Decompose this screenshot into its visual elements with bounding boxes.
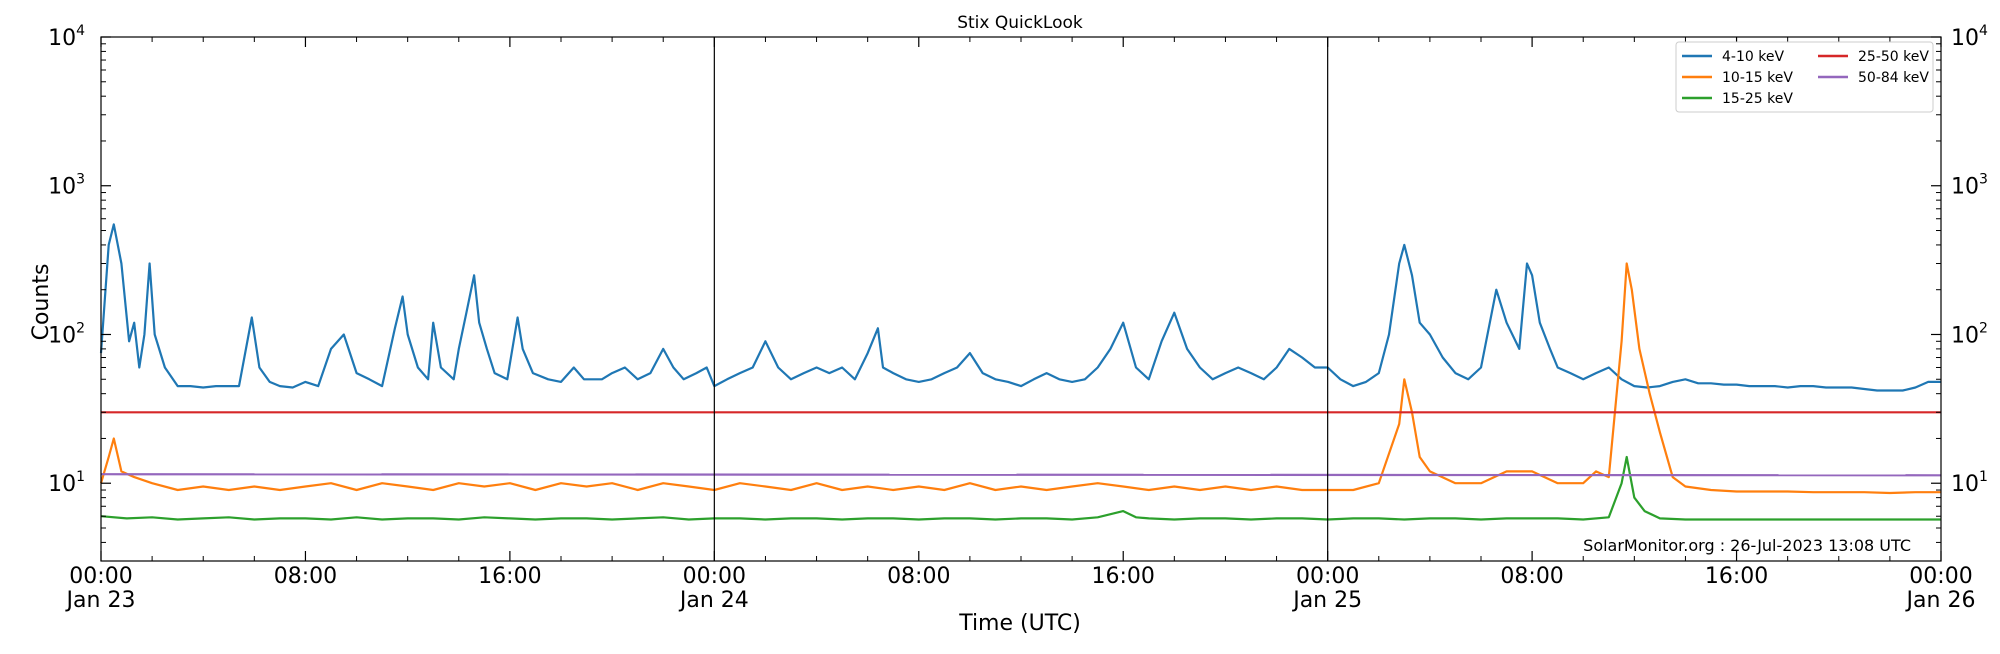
x-tick-date-6: Jan 25 [1291, 588, 1362, 613]
y-axis-label: Counts [29, 264, 54, 341]
legend-label-2: 15-25 keV [1722, 91, 1793, 107]
chart-title: Stix QuickLook [957, 13, 1083, 33]
legend-label-0: 4-10 keV [1722, 49, 1784, 65]
legend-label-4: 50-84 keV [1858, 70, 1929, 86]
x-tick-label-0: 00:00 [69, 564, 132, 589]
y-tick-label-right-3: 104 [1951, 23, 1988, 51]
x-tick-label-4: 08:00 [887, 564, 950, 589]
x-tick-label-8: 16:00 [1705, 564, 1768, 589]
y-tick-label-right-2: 103 [1951, 172, 1988, 200]
x-tick-label-2: 16:00 [478, 564, 541, 589]
y-tick-label-left-2: 103 [48, 172, 85, 200]
x-tick-label-5: 16:00 [1092, 564, 1155, 589]
legend-label-1: 10-15 keV [1722, 70, 1793, 86]
x-tick-label-7: 08:00 [1500, 564, 1563, 589]
x-tick-label-9: 00:00 [1909, 564, 1972, 589]
y-tick-label-left-0: 101 [48, 469, 85, 497]
legend-label-3: 25-50 keV [1858, 49, 1929, 65]
y-tick-label-right-0: 101 [1951, 469, 1988, 497]
x-axis-label: Time (UTC) [958, 611, 1081, 636]
series-line-1 [99, 262, 1941, 495]
y-tick-label-left-3: 104 [48, 23, 85, 51]
x-tick-date-9: Jan 26 [1905, 588, 1976, 613]
x-tick-date-0: Jan 23 [65, 588, 136, 613]
y-tick-label-right-1: 102 [1951, 320, 1988, 348]
series-line-4 [100, 473, 1942, 477]
legend: 4-10 keV 10-15 keV 15-25 keV 25-50 keV 50-84… [1675, 41, 1934, 113]
series-line-2 [100, 455, 1941, 521]
series-line-0 [99, 223, 1941, 392]
source-annotation: SolarMonitor.org : 26-Jul-2023 13:08 UTC [1583, 536, 1911, 555]
legend-box [1675, 41, 1934, 113]
y-tick-label-left-1: 102 [48, 320, 85, 348]
x-tick-date-3: Jan 24 [678, 588, 749, 613]
x-tick-label-6: 00:00 [1296, 564, 1359, 589]
x-tick-label-1: 08:00 [274, 564, 337, 589]
x-tick-label-3: 00:00 [683, 564, 746, 589]
plot-frame [100, 36, 1942, 562]
